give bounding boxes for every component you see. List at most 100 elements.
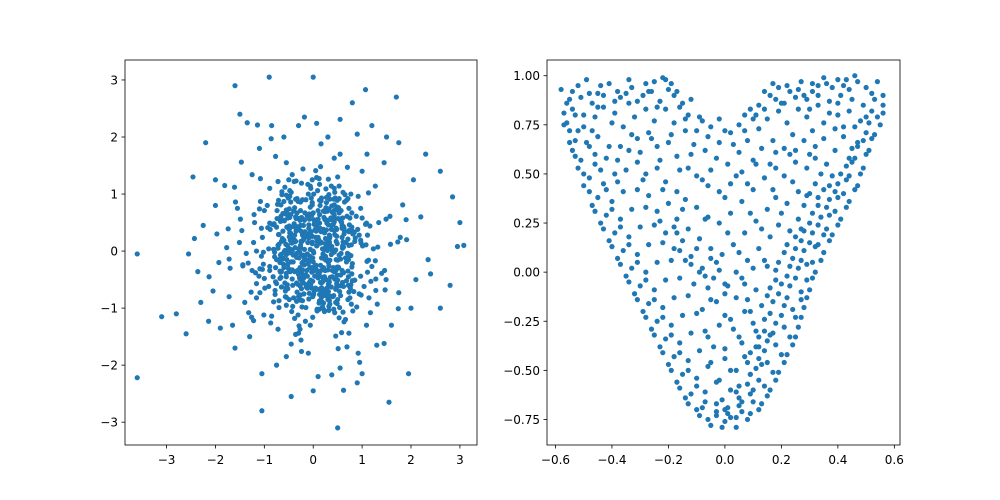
data-point [815, 202, 821, 208]
data-point [595, 194, 601, 201]
data-point [267, 267, 273, 274]
data-point [363, 322, 370, 328]
data-point [663, 77, 669, 83]
data-point [804, 165, 810, 171]
data-point [367, 310, 374, 316]
data-point [315, 373, 321, 380]
data-point [809, 230, 816, 236]
data-point [299, 197, 306, 203]
data-point [753, 287, 759, 293]
data-point [284, 242, 290, 248]
data-point [855, 183, 861, 189]
data-point [742, 128, 748, 134]
data-point [646, 130, 652, 136]
data-point [798, 238, 804, 244]
data-point [725, 283, 731, 289]
data-point [801, 304, 807, 311]
y-tick-label: −0.25 [503, 315, 540, 329]
data-point [660, 240, 666, 246]
data-point [278, 202, 284, 208]
data-point [759, 401, 765, 407]
data-point [333, 247, 339, 253]
data-point [290, 282, 296, 288]
data-point [350, 308, 356, 314]
data-point [736, 334, 742, 340]
data-point [807, 220, 813, 226]
data-point [281, 265, 287, 271]
data-point [328, 226, 334, 232]
data-point [809, 80, 816, 87]
data-point [823, 204, 830, 210]
data-point [271, 246, 277, 252]
data-point [386, 399, 392, 405]
data-point [660, 350, 666, 356]
data-point [792, 314, 799, 320]
data-point [713, 299, 720, 305]
data-point [699, 118, 705, 124]
data-point [288, 341, 294, 347]
data-point [387, 213, 393, 219]
data-point [320, 251, 326, 257]
data-point [603, 212, 609, 218]
data-point [291, 178, 297, 185]
data-point [671, 245, 677, 252]
data-point [313, 168, 319, 174]
data-point [863, 151, 869, 157]
data-point [299, 238, 305, 244]
data-point [355, 226, 361, 232]
data-point [251, 219, 258, 226]
data-point [770, 369, 776, 375]
y-tick-label: 0.50 [513, 167, 540, 181]
data-point [305, 181, 311, 187]
data-point [606, 143, 612, 150]
data-point [784, 120, 790, 126]
data-point [363, 242, 369, 248]
data-point [663, 277, 669, 283]
data-point [688, 253, 694, 260]
data-point [708, 167, 714, 173]
data-point [276, 298, 282, 304]
data-point [866, 147, 872, 153]
data-point [866, 120, 872, 126]
data-point [222, 182, 228, 189]
data-point [264, 202, 270, 209]
data-point [342, 316, 349, 323]
data-point [292, 232, 298, 238]
data-point [708, 124, 714, 130]
data-point [267, 220, 273, 226]
data-point [722, 128, 728, 134]
data-point [277, 268, 283, 274]
data-point [702, 147, 708, 153]
right-scatter-plot: −0.6 −0.4 −0.2 0.0 0.2 0.4 0.6 −0.75 −0.50 −0.25 0… [503, 59, 904, 467]
data-point [335, 264, 341, 270]
data-point [685, 367, 691, 373]
data-point [308, 277, 314, 283]
data-point [812, 143, 818, 150]
data-point [770, 80, 776, 87]
data-point [744, 359, 751, 366]
data-point [725, 410, 731, 417]
x-tick-label: 3 [456, 453, 464, 467]
data-point [787, 283, 793, 289]
y-tick-label: −0.50 [503, 364, 540, 378]
data-point [657, 157, 663, 163]
data-point [285, 215, 291, 221]
data-point [293, 215, 299, 222]
data-point [341, 229, 348, 235]
data-point [280, 228, 286, 234]
data-point [742, 281, 748, 287]
data-point [369, 263, 375, 270]
data-point [821, 249, 827, 256]
data-point [869, 90, 875, 96]
data-point [300, 275, 307, 282]
data-point [736, 403, 742, 409]
data-point [297, 242, 304, 248]
data-point [315, 207, 321, 214]
data-point [418, 214, 424, 220]
data-point [572, 137, 578, 144]
data-point [216, 259, 222, 266]
data-point [798, 226, 804, 232]
data-point [310, 314, 316, 320]
data-point [245, 260, 251, 266]
data-point [637, 283, 643, 289]
